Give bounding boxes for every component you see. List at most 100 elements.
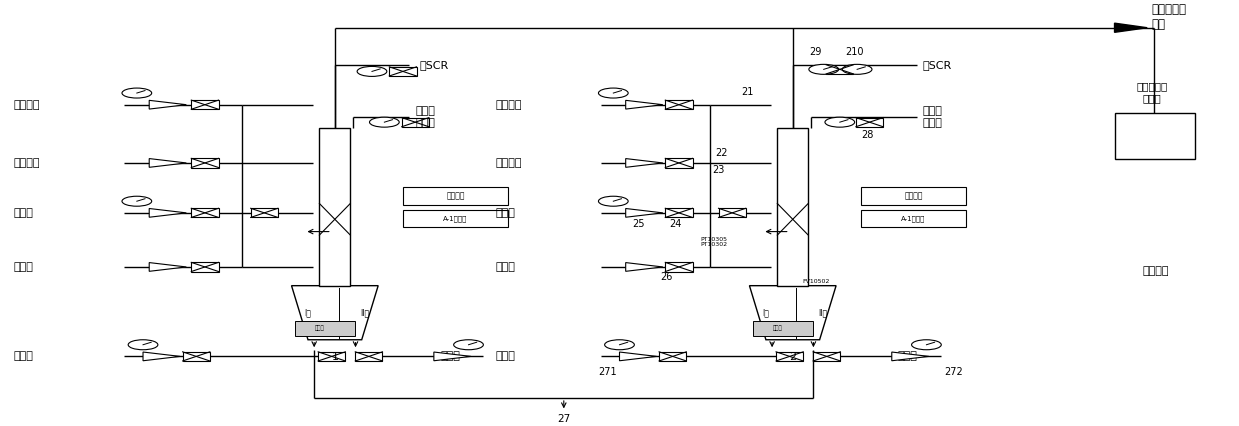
Polygon shape <box>620 352 657 361</box>
Bar <box>182 352 209 361</box>
Polygon shape <box>434 352 471 361</box>
Text: 尿素溶液: 尿素溶液 <box>496 100 523 110</box>
Polygon shape <box>149 158 186 167</box>
Text: 蒸汽进: 蒸汽进 <box>496 351 515 361</box>
Polygon shape <box>149 262 186 271</box>
Bar <box>403 187 508 204</box>
Polygon shape <box>142 352 180 361</box>
Text: II区: II区 <box>818 308 826 317</box>
Bar <box>777 127 808 286</box>
Bar <box>191 100 218 109</box>
Circle shape <box>598 196 628 206</box>
Text: 210: 210 <box>845 47 864 57</box>
Text: 运行状态: 运行状态 <box>446 191 465 200</box>
Circle shape <box>605 340 634 350</box>
Text: 氨母管压力
平衡阀: 氨母管压力 平衡阀 <box>1136 81 1167 103</box>
Polygon shape <box>1115 23 1147 32</box>
Text: I区: I区 <box>305 308 311 317</box>
Bar <box>719 208 746 217</box>
Polygon shape <box>626 262 663 271</box>
Text: 27: 27 <box>558 414 570 424</box>
Bar <box>665 100 693 109</box>
Bar <box>295 321 354 337</box>
Bar <box>861 210 966 227</box>
Text: A-1切换器: A-1切换器 <box>444 216 467 222</box>
Circle shape <box>843 64 872 74</box>
Text: 24: 24 <box>669 219 681 229</box>
Text: 氨气去锅炉
系统: 氨气去锅炉 系统 <box>1152 3 1187 32</box>
Text: 蒸汽进: 蒸汽进 <box>440 351 460 361</box>
Text: FV10502: FV10502 <box>803 279 830 284</box>
Polygon shape <box>626 158 663 167</box>
Circle shape <box>825 117 855 127</box>
Text: 冲洗水: 冲洗水 <box>496 262 515 272</box>
Text: 2: 2 <box>789 352 797 362</box>
Text: 氨吸收槽: 氨吸收槽 <box>1142 266 1168 276</box>
Polygon shape <box>149 101 186 109</box>
Bar <box>665 208 693 217</box>
Text: 29: 29 <box>809 47 821 57</box>
Text: 1: 1 <box>331 352 338 362</box>
Text: 23: 23 <box>712 165 725 175</box>
Bar <box>401 118 429 127</box>
Bar <box>665 262 693 271</box>
Bar <box>191 158 218 167</box>
Bar <box>753 321 813 337</box>
Text: 去氨气
吸收槽: 去氨气 吸收槽 <box>415 106 435 128</box>
Bar <box>1115 113 1194 159</box>
Circle shape <box>912 340 942 350</box>
Bar <box>856 118 883 127</box>
Text: 蒸汽进: 蒸汽进 <box>14 208 33 218</box>
Text: 28: 28 <box>861 130 873 140</box>
Circle shape <box>357 66 387 76</box>
Bar <box>389 67 416 76</box>
Polygon shape <box>626 101 663 109</box>
Text: 运行状态: 运行状态 <box>904 191 923 200</box>
Bar <box>403 210 508 227</box>
Text: 喷射空气: 喷射空气 <box>496 158 523 168</box>
Text: 272: 272 <box>944 367 963 377</box>
Polygon shape <box>750 286 836 340</box>
Text: 水解器: 水解器 <box>773 326 783 331</box>
Bar <box>861 187 966 204</box>
Bar <box>659 352 686 361</box>
Circle shape <box>809 64 839 74</box>
Bar <box>813 352 840 361</box>
Polygon shape <box>892 352 929 361</box>
Text: 蒸汽进: 蒸汽进 <box>496 208 515 218</box>
Text: 蒸汽进: 蒸汽进 <box>14 351 33 361</box>
Text: I区: I区 <box>762 308 769 317</box>
Bar <box>318 352 346 361</box>
Text: 271: 271 <box>598 367 617 377</box>
Bar <box>826 65 854 74</box>
Text: 去SCR: 去SCR <box>923 60 952 70</box>
Text: 去SCR: 去SCR <box>419 60 449 70</box>
Circle shape <box>453 340 483 350</box>
Text: 25: 25 <box>632 219 644 229</box>
Bar <box>320 127 351 286</box>
Circle shape <box>121 196 151 206</box>
Circle shape <box>128 340 157 350</box>
Polygon shape <box>626 208 663 217</box>
Bar <box>665 158 693 167</box>
Polygon shape <box>291 286 378 340</box>
Bar <box>356 352 383 361</box>
Text: 21: 21 <box>741 87 753 97</box>
Text: A-1切换器: A-1切换器 <box>901 216 926 222</box>
Bar <box>191 208 218 217</box>
Text: II区: II区 <box>361 308 369 317</box>
Text: 冲洗水: 冲洗水 <box>14 262 33 272</box>
Text: 喷射空气: 喷射空气 <box>14 158 40 168</box>
Text: 22: 22 <box>715 148 727 158</box>
Text: 去氨气
吸收槽: 去氨气 吸收槽 <box>923 106 943 128</box>
Text: PT10305
PT10302: PT10305 PT10302 <box>700 236 727 248</box>
Text: 尿素溶液: 尿素溶液 <box>14 100 40 110</box>
Text: 水解器: 水解器 <box>315 326 325 331</box>
Circle shape <box>121 88 151 98</box>
Bar <box>191 262 218 271</box>
Text: 蒸汽进: 蒸汽进 <box>898 351 918 361</box>
Bar <box>776 352 803 361</box>
Circle shape <box>598 88 628 98</box>
Polygon shape <box>149 208 186 217</box>
Bar <box>250 208 278 217</box>
